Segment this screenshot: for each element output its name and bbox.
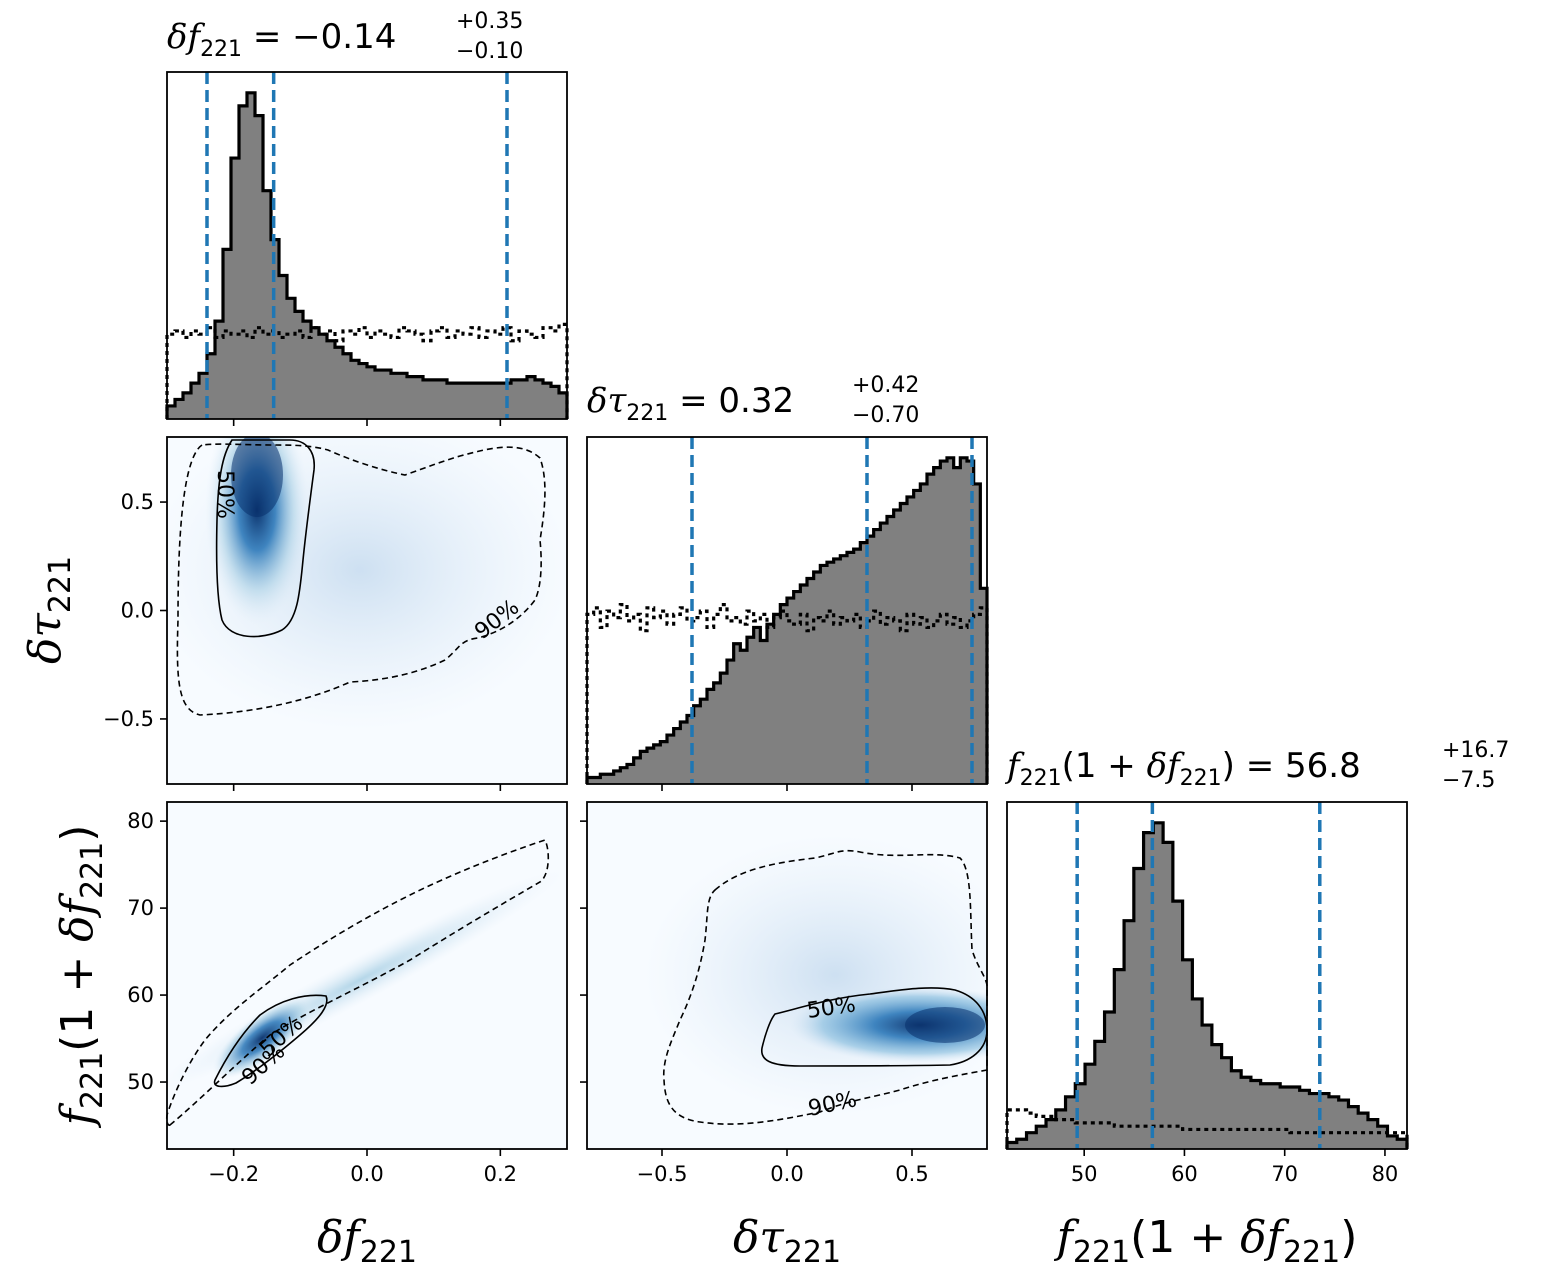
ylabel-f: f221(1 + δf221) [52,825,110,1129]
xlabel-f: f221(1 + δf221) [1054,1212,1358,1270]
contour-90 [165,839,550,1126]
axis-ticks: −0.2 0.0 0.2 −0.5 0.0 0.5 50 60 70 80 −0.5 0.0 0.5 50… [103,419,1398,1186]
posterior-fill-dtau [587,457,987,784]
y-tick-label-f-2: 70 [127,896,154,920]
x-tick-label-dtau-1: 0.0 [770,1162,803,1186]
axes-frame-f [1006,801,1408,1150]
x-tick-label-f-2: 70 [1271,1162,1298,1186]
title-f: f221(1 + δf221) = 56.8 [1004,746,1361,791]
posterior-fill-f [1007,822,1407,1149]
y-tick-label-f-1: 60 [127,983,154,1007]
posterior-outline-f [1005,821,1409,1149]
title-f-plus: +16.7 [1442,738,1509,763]
contour-90 [176,443,546,716]
density-df-dtau: 50% 90% [167,437,567,784]
xlabel-df: δf221 [317,1212,417,1270]
contour-50 [213,994,328,1088]
contour-90 [662,849,988,1125]
title-dtau-plus: +0.42 [852,373,919,398]
y-tick-label-f-3: 80 [127,809,154,833]
x-tick-label-df-2: 0.2 [484,1162,517,1186]
histogram-dtau [585,437,989,784]
x-tick-label-df-1: 0.0 [350,1162,383,1186]
x-tick-label-df-0: −0.2 [208,1162,259,1186]
contour-50 [761,987,988,1067]
title-dtau-minus: −0.70 [852,403,919,428]
prior-outline-f [1005,1108,1409,1149]
density-dtau-f: 50% 90% [587,802,988,1149]
histogram-df [165,72,569,419]
axis-labels: δf221 δτ221 f221(1 + δf221) δτ221 f221(1… [20,556,1357,1270]
histogram-f [1005,802,1409,1149]
title-f-minus: −7.5 [1442,768,1495,793]
x-tick-label-f-1: 60 [1171,1162,1198,1186]
contour-label-50: 50% [212,470,237,519]
x-tick-label-f-0: 50 [1071,1162,1098,1186]
density-core [212,997,312,1079]
density-peak [231,437,283,517]
xlabel-dtau: δτ221 [733,1212,841,1270]
title-dtau: δτ221 = 0.32 [587,381,794,426]
panel-titles: δf221 = −0.14 +0.35 −0.10 δτ221 = 0.32 +… [167,9,1509,793]
x-tick-label-dtau-0: −0.5 [637,1162,688,1186]
title-df-plus: +0.35 [456,9,523,34]
density-peak [905,1007,985,1043]
y-tick-label-dtau-0: −0.5 [103,707,154,731]
density-core [205,437,309,625]
ylabel-dtau: δτ221 [20,556,78,664]
y-tick-label-dtau-2: 0.5 [121,490,154,514]
posterior-outline-dtau [585,456,989,784]
contour-50 [215,439,315,638]
title-df-minus: −0.10 [456,39,523,64]
y-tick-label-f-0: 50 [127,1070,154,1094]
density-df-f: 50% 90% [165,802,567,1149]
title-df: δf221 = −0.14 [167,17,396,62]
prior-outline-dtau [585,603,989,784]
x-tick-label-f-3: 80 [1372,1162,1399,1186]
posterior-fill-df [167,92,567,419]
density-core [790,987,987,1063]
y-tick-label-dtau-1: 0.0 [121,599,154,623]
x-tick-label-dtau-2: 0.5 [895,1162,928,1186]
prior-outline-df [165,322,569,419]
